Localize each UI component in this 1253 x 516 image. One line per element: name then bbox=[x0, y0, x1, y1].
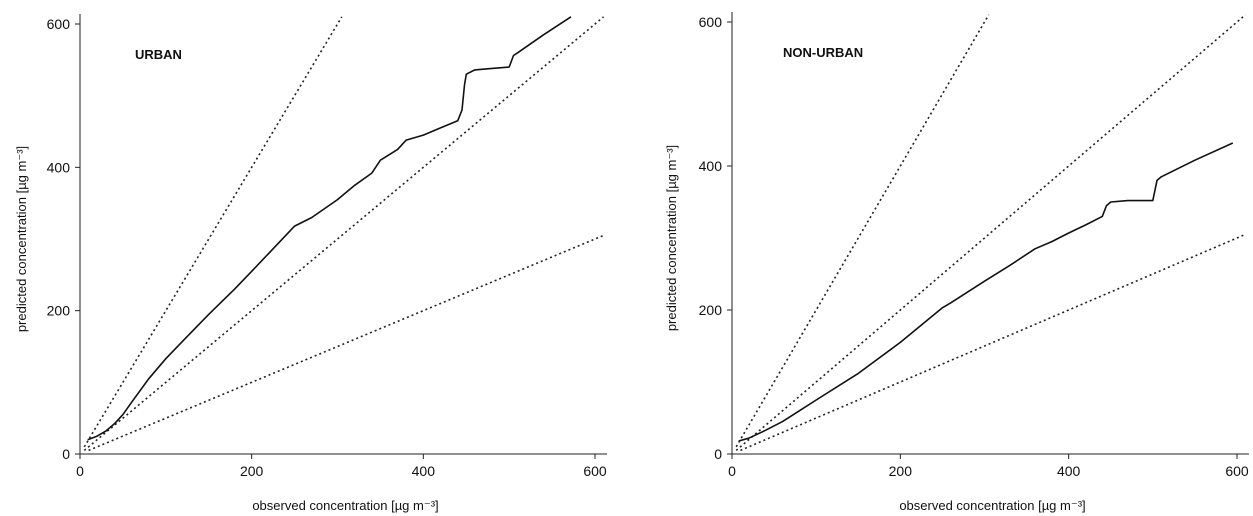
y-tick-label: 600 bbox=[699, 14, 723, 30]
x-tick: 0 bbox=[76, 454, 84, 479]
data-series bbox=[738, 142, 1234, 442]
panel-title: URBAN bbox=[135, 47, 182, 62]
reference-line-slope-1 bbox=[735, 14, 1246, 452]
y-tick: 200 bbox=[699, 302, 732, 318]
y-tick-label: 400 bbox=[47, 159, 71, 175]
reference-line-slope-0.5 bbox=[740, 233, 1246, 452]
x-tick-label: 600 bbox=[583, 463, 607, 479]
reference-line-slope-2 bbox=[735, 14, 990, 448]
reference-lines bbox=[735, 14, 1246, 452]
x-tick-label: 600 bbox=[1225, 463, 1249, 479]
reference-lines bbox=[83, 16, 605, 452]
x-tick-label: 0 bbox=[728, 463, 736, 479]
y-axis-ticks: 0 200 400 600 bbox=[699, 14, 732, 462]
x-tick-label: 400 bbox=[1057, 463, 1081, 479]
y-tick-label: 0 bbox=[714, 446, 722, 462]
x-tick: 200 bbox=[240, 454, 264, 479]
data-series bbox=[87, 16, 572, 441]
x-tick: 600 bbox=[583, 454, 607, 479]
y-tick: 400 bbox=[47, 159, 80, 175]
y-tick-label: 200 bbox=[47, 303, 71, 319]
x-axis-ticks: 0 200 400 600 bbox=[728, 454, 1249, 479]
reference-line-slope-2 bbox=[83, 16, 343, 448]
x-tick-label: 200 bbox=[240, 463, 264, 479]
x-tick: 600 bbox=[1225, 454, 1249, 479]
y-tick: 400 bbox=[699, 158, 732, 174]
y-tick: 0 bbox=[714, 446, 732, 462]
y-tick-label: 0 bbox=[62, 446, 70, 462]
x-tick-label: 0 bbox=[76, 463, 84, 479]
y-tick-label: 600 bbox=[47, 16, 71, 32]
urban-panel: 0 200 400 600 0 200 400 600 URBAN observed con… bbox=[14, 14, 607, 513]
y-tick-label: 200 bbox=[699, 302, 723, 318]
panel-title: NON-URBAN bbox=[783, 45, 863, 60]
x-tick: 200 bbox=[889, 454, 913, 479]
non-urban-panel: 0 200 400 600 0 200 400 600 NON-URBAN observed… bbox=[664, 12, 1249, 513]
x-tick-label: 200 bbox=[889, 463, 913, 479]
y-tick: 0 bbox=[62, 446, 80, 462]
x-tick: 400 bbox=[412, 454, 436, 479]
y-axis-label: predicted concentration [µg m⁻³] bbox=[664, 145, 679, 331]
y-tick-label: 400 bbox=[699, 158, 723, 174]
series-line bbox=[738, 142, 1234, 442]
x-tick: 400 bbox=[1057, 454, 1081, 479]
reference-line-slope-0.5 bbox=[88, 234, 604, 452]
series-line bbox=[87, 16, 572, 441]
y-tick: 600 bbox=[699, 14, 732, 30]
reference-line-slope-1 bbox=[83, 16, 605, 452]
y-tick: 600 bbox=[47, 16, 80, 32]
y-axis-ticks: 0 200 400 600 bbox=[47, 16, 80, 462]
x-axis-label: observed concentration [µg m⁻³] bbox=[899, 498, 1085, 513]
x-axis-ticks: 0 200 400 600 bbox=[76, 454, 607, 479]
x-tick: 0 bbox=[728, 454, 736, 479]
x-axis-label: observed concentration [µg m⁻³] bbox=[252, 498, 438, 513]
y-axis-label: predicted concentration [µg m⁻³] bbox=[14, 146, 29, 332]
y-tick: 200 bbox=[47, 303, 80, 319]
x-tick-label: 400 bbox=[412, 463, 436, 479]
